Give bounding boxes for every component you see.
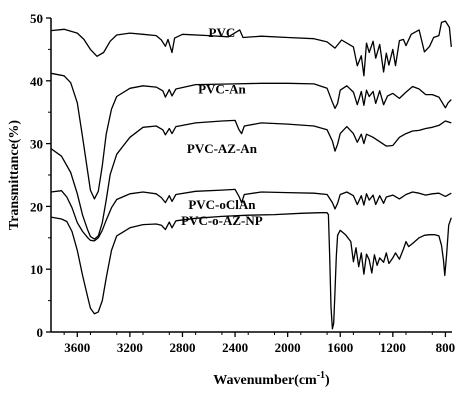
x-axis-title-superscript: -1 [317,370,325,381]
x-tick-label: 2400 [222,340,248,355]
series-label: PVC-AZ-An [187,141,258,156]
x-axis-ticks: 3600 3200 2800 2400 2000 1600 1200 800 [63,332,455,355]
series-line-pvc-an [50,72,452,200]
x-axis-title-main: Wavenumber(cm [213,373,317,388]
y-tick-label: 20 [30,199,43,214]
series-line-pvc-o-az-np [50,212,452,330]
x-tick-label: 3600 [64,340,90,355]
y-axis-title: Transmittance(%) [7,120,22,230]
x-axis-title-close: ) [325,373,330,388]
series-line-pvc-oclan [50,188,452,242]
y-tick-label: 40 [30,74,43,89]
y-tick-label: 10 [30,262,43,277]
x-tick-label: 1200 [380,340,406,355]
y-tick-label: 0 [37,325,44,340]
series-line-pvc [50,20,452,77]
series-line-pvc-az-an [50,119,452,240]
series-label: PVC [209,25,236,40]
series-label: PVC-An [198,81,246,96]
x-tick-label: 800 [436,340,455,355]
x-tick-label: 2800 [169,340,195,355]
x-tick-label: 1600 [327,340,353,355]
y-axis-ticks: 0 10 20 30 40 50 [30,11,51,340]
x-tick-label: 3200 [117,340,143,355]
y-tick-label: 50 [30,11,43,26]
series-label: PVC-o-AZ-NP [181,213,263,228]
x-axis-title: Wavenumber(cm-1) [213,370,330,388]
spectra-series [50,20,452,330]
series-label: PVC-oClAn [188,197,256,212]
x-tick-label: 2000 [275,340,301,355]
y-tick-label: 30 [30,137,43,152]
plot-frame [50,18,452,333]
